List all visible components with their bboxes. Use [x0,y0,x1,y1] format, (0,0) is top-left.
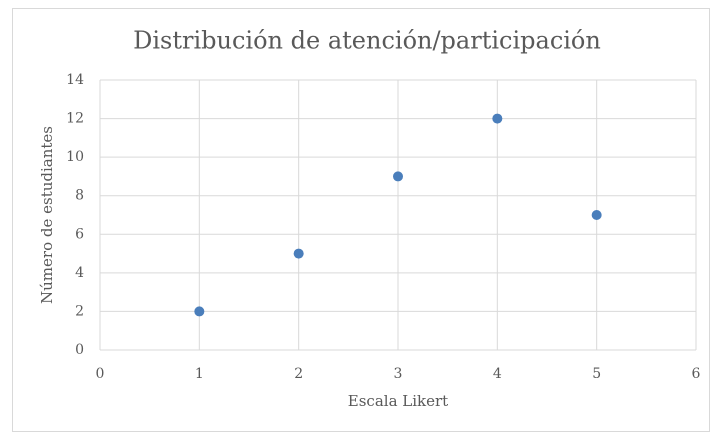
y-tick-label: 8 [75,188,84,204]
chart-frame [12,8,710,432]
y-tick-label: 4 [75,265,84,281]
chart-title: Distribución de atención/participación [133,27,601,55]
x-tick-label: 4 [493,366,502,382]
x-tick-label: 5 [592,366,601,382]
y-tick-label: 10 [66,149,84,165]
y-tick-label: 14 [66,72,84,88]
y-tick-label: 2 [75,303,84,319]
y-tick-label: 0 [75,342,84,358]
data-point [194,306,205,317]
y-tick-label: 12 [66,111,84,127]
data-point [393,171,403,182]
data-point [492,113,503,124]
x-tick-label: 1 [195,366,204,382]
x-tick-label: 0 [96,366,105,382]
x-tick-label: 3 [394,366,403,382]
y-axis-label: Número de estudiantes [38,126,56,304]
x-tick-label: 6 [692,366,701,382]
x-tick-label: 2 [294,366,303,382]
x-axis-label: Escala Likert [348,392,448,410]
data-point [293,248,304,259]
y-tick-label: 6 [75,226,84,242]
data-point [591,210,602,220]
